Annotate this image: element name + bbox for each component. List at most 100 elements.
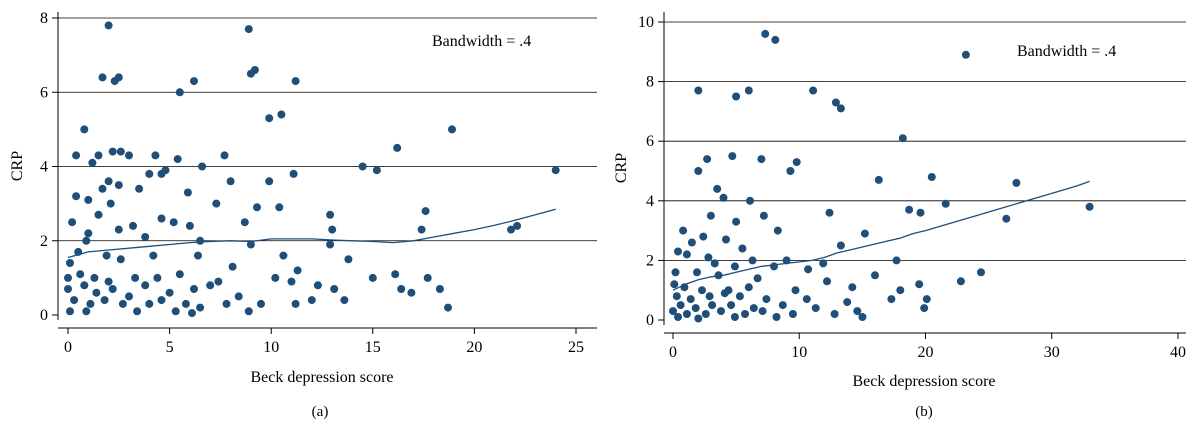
data-point — [701, 310, 710, 318]
data-point — [66, 307, 74, 316]
x-tick-label: 25 — [568, 339, 584, 356]
points-layer-a — [64, 21, 560, 318]
y-tick-label: 8 — [646, 74, 654, 91]
data-point — [293, 266, 302, 275]
data-point — [133, 307, 142, 316]
data-point — [786, 167, 795, 175]
data-point — [676, 301, 685, 310]
y-tick-label: 4 — [646, 193, 654, 210]
data-point — [90, 273, 99, 282]
data-point — [977, 268, 985, 277]
data-point — [758, 307, 767, 316]
smooth-layer-b — [672, 180, 1090, 291]
data-point — [118, 299, 127, 308]
data-point — [708, 301, 717, 310]
data-point — [738, 244, 747, 253]
data-point — [699, 232, 708, 241]
x-tick-label: 10 — [791, 344, 807, 361]
data-point — [744, 283, 753, 292]
data-point — [98, 73, 107, 82]
data-point — [175, 88, 184, 97]
data-point — [730, 313, 739, 321]
data-point — [307, 296, 316, 305]
y-tick-label: 0 — [40, 307, 48, 324]
y-tick-label: 6 — [40, 84, 48, 101]
data-point — [265, 114, 274, 123]
data-point — [791, 286, 800, 295]
x-ticks-b: 0 10 20 30 40 — [669, 333, 1186, 361]
data-point — [448, 125, 456, 134]
data-point — [705, 292, 714, 301]
x-axis-label-a: Beck depression score — [250, 369, 393, 386]
data-point — [185, 221, 194, 230]
x-tick-label: 0 — [64, 339, 72, 356]
data-point — [1002, 214, 1011, 223]
data-point — [753, 274, 762, 283]
data-point — [194, 251, 202, 260]
data-point — [206, 281, 215, 290]
annotation-a: Bandwidth = .4 — [432, 33, 531, 50]
data-point — [819, 259, 828, 268]
y-tick-label: 4 — [40, 159, 48, 176]
data-point — [190, 77, 198, 86]
data-point — [289, 169, 298, 178]
x-tick-label: 10 — [263, 339, 279, 356]
data-point — [719, 193, 728, 202]
data-point — [703, 155, 712, 164]
data-point — [823, 277, 831, 286]
data-point — [393, 143, 402, 152]
data-point — [175, 270, 184, 279]
data-point — [226, 177, 235, 186]
data-point — [108, 147, 117, 156]
data-point — [671, 268, 680, 277]
data-point — [265, 177, 274, 186]
data-point — [157, 296, 166, 305]
data-point — [149, 251, 158, 260]
data-point — [106, 199, 115, 208]
gridlines-a — [58, 17, 597, 242]
data-point — [291, 299, 300, 308]
data-point — [772, 313, 781, 321]
data-point — [896, 286, 905, 295]
y-tick-label: 0 — [646, 312, 654, 329]
data-point — [80, 281, 89, 290]
data-point — [151, 151, 160, 160]
data-point — [157, 169, 166, 178]
panel-a: 0 2 4 6 8 0 5 10 15 20 25 Bandwidth = .4 CRP Beck… — [9, 10, 597, 420]
data-point — [344, 255, 353, 264]
y-axis-label-b: CRP — [613, 153, 630, 183]
data-point — [682, 250, 691, 259]
data-point — [920, 304, 929, 313]
data-point — [368, 273, 377, 282]
data-point — [141, 281, 150, 290]
panel-b: 0 2 4 6 8 10 0 10 20 30 40 Bandwidth = .4 CRP Bec… — [613, 12, 1186, 420]
data-point — [145, 299, 154, 308]
data-point — [234, 292, 243, 301]
data-point — [670, 280, 679, 289]
data-point — [391, 270, 400, 279]
y-ticks-a: 0 2 4 6 8 — [40, 10, 58, 324]
y-tick-label: 2 — [40, 233, 48, 250]
data-point — [691, 304, 700, 313]
data-point — [694, 167, 703, 175]
data-point — [257, 299, 265, 308]
data-point — [421, 207, 430, 216]
data-point — [682, 310, 691, 318]
data-point — [84, 195, 93, 204]
x-axis-label-b: Beck depression score — [852, 373, 995, 390]
data-point — [110, 77, 119, 86]
data-point — [836, 241, 845, 250]
data-point — [694, 314, 703, 323]
data-point — [246, 69, 255, 78]
data-point — [956, 277, 965, 286]
y-ticks-b: 0 2 4 6 8 10 — [638, 14, 664, 329]
data-point — [279, 251, 288, 260]
y-tick-label: 8 — [40, 10, 48, 27]
data-point — [326, 240, 335, 249]
data-point — [171, 307, 180, 316]
data-point — [417, 225, 426, 234]
data-point — [246, 240, 255, 249]
data-point — [672, 292, 681, 301]
data-point — [88, 158, 97, 167]
